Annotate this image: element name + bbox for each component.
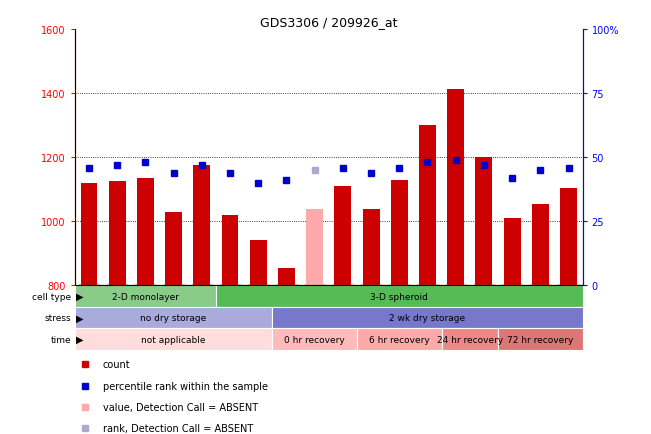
Bar	[391, 180, 408, 286]
Bar	[532, 204, 549, 286]
Text: rank, Detection Call = ABSENT: rank, Detection Call = ABSENT	[103, 423, 253, 433]
Bar	[272, 307, 583, 329]
Bar	[475, 158, 492, 286]
Bar	[560, 188, 577, 286]
Text: stress: stress	[45, 313, 72, 322]
Text: cell type: cell type	[33, 292, 72, 301]
Text: 2-D monolayer: 2-D monolayer	[112, 292, 179, 301]
Title: GDS3306 / 209926_at: GDS3306 / 209926_at	[260, 16, 398, 29]
Text: 2 wk dry storage: 2 wk dry storage	[389, 313, 465, 322]
Text: 6 hr recovery: 6 hr recovery	[369, 335, 430, 344]
Bar	[272, 329, 357, 350]
Bar	[504, 219, 521, 286]
Bar	[137, 179, 154, 286]
Bar	[441, 329, 498, 350]
Text: no dry storage: no dry storage	[141, 313, 207, 322]
Text: time: time	[51, 335, 72, 344]
Text: 72 hr recovery: 72 hr recovery	[507, 335, 574, 344]
Text: 24 hr recovery: 24 hr recovery	[437, 335, 503, 344]
Text: 3-D spheroid: 3-D spheroid	[370, 292, 428, 301]
Text: ▶: ▶	[76, 313, 84, 323]
Bar	[75, 286, 216, 307]
Bar	[419, 126, 436, 286]
Bar	[109, 182, 126, 286]
Bar	[221, 215, 238, 286]
Text: percentile rank within the sample: percentile rank within the sample	[103, 381, 268, 391]
Bar	[278, 268, 295, 286]
Bar	[193, 166, 210, 286]
Bar	[306, 209, 323, 286]
Text: ▶: ▶	[76, 335, 84, 345]
Bar	[75, 307, 272, 329]
Bar	[335, 187, 352, 286]
Bar	[498, 329, 583, 350]
Bar	[75, 329, 272, 350]
Bar	[81, 184, 98, 286]
Text: 0 hr recovery: 0 hr recovery	[284, 335, 345, 344]
Bar	[447, 89, 464, 286]
Text: not applicable: not applicable	[141, 335, 206, 344]
Text: ▶: ▶	[76, 291, 84, 301]
Bar	[250, 241, 267, 286]
Bar	[165, 212, 182, 286]
Bar	[216, 286, 583, 307]
Text: count: count	[103, 359, 130, 369]
Bar	[363, 209, 380, 286]
Text: value, Detection Call = ABSENT: value, Detection Call = ABSENT	[103, 402, 258, 412]
Bar	[357, 329, 441, 350]
